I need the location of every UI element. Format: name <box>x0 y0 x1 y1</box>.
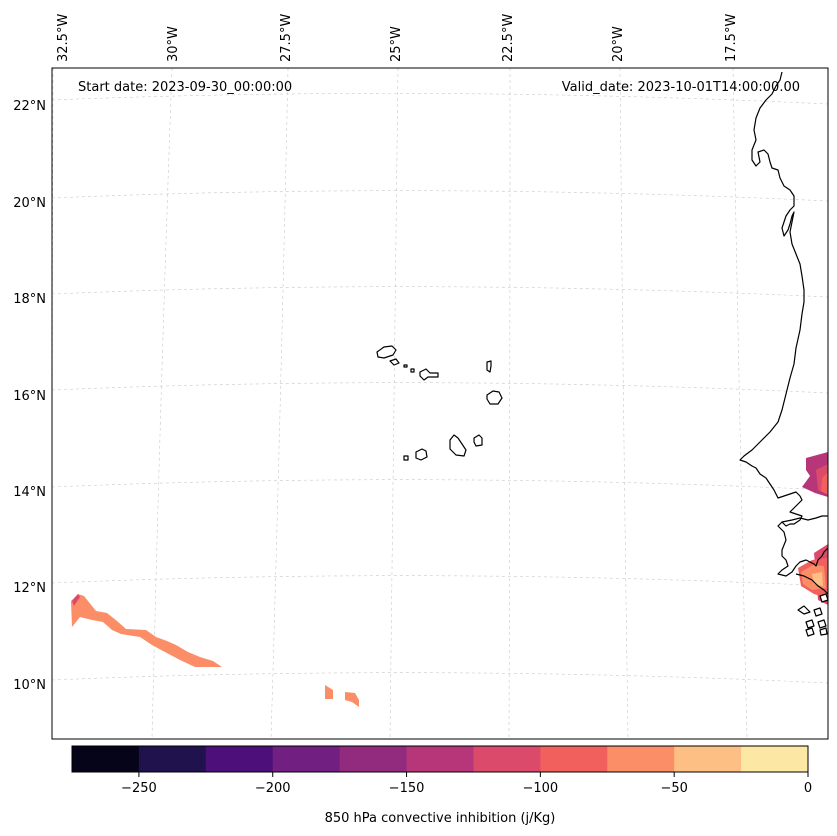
colorbar-ticks: −250 −200 −150 −100 −50 0 <box>121 772 812 796</box>
cin-field <box>71 452 828 707</box>
cabo-verde-islands <box>376 345 503 461</box>
lon-label: 25°W <box>389 26 404 62</box>
bijagos-island <box>805 627 815 637</box>
lat-label: 10°N <box>13 678 46 693</box>
colorbar-swatch <box>741 746 809 772</box>
lat-label: 22°N <box>13 99 46 114</box>
colorbar-swatch <box>540 746 608 772</box>
colorbar-tick-label: −200 <box>255 781 291 796</box>
island-sao-nicolau <box>410 368 415 373</box>
bijagos-island <box>797 605 811 615</box>
island-santo-antao <box>376 345 397 359</box>
longitude-labels: 32.5°W 30°W 27.5°W 25°W 22.5°W 20°W 17.5… <box>56 14 739 62</box>
lat-label: 12°N <box>13 581 46 596</box>
bijagos-island <box>805 619 815 629</box>
parallel-line <box>51 575 829 587</box>
colorbar-swatch <box>406 746 474 772</box>
parallel-line <box>51 479 829 491</box>
coastline <box>739 71 829 637</box>
lat-label: 20°N <box>13 196 46 211</box>
lon-label: 27.5°W <box>279 14 294 62</box>
cin-patch-south-1 <box>325 685 333 699</box>
colorbar-tick-label: −250 <box>121 781 157 796</box>
lon-label: 32.5°W <box>56 14 71 62</box>
cin-band-west-edge <box>72 594 80 606</box>
colorbar-tick-label: −50 <box>660 781 687 796</box>
valid-date-label: Valid_date: 2023-10-01T14:00:00.00 <box>562 80 800 95</box>
colorbar-swatch <box>138 746 207 772</box>
colorbar-swatch <box>607 746 675 772</box>
parallel-line <box>51 672 829 684</box>
cin-band-west <box>71 594 222 667</box>
graticule <box>51 67 829 740</box>
colorbar: −250 −200 −150 −100 −50 0 850 hPa convective … <box>71 745 812 826</box>
island-santa-luzia <box>403 364 408 368</box>
colorbar-swatch <box>473 746 541 772</box>
meridian-line <box>732 67 748 740</box>
parallel-line <box>51 93 829 105</box>
map-area <box>52 68 828 739</box>
coast-inlet <box>819 593 829 603</box>
colorbar-swatch <box>72 746 140 772</box>
parallel-line <box>51 190 829 202</box>
parallel-line <box>51 382 829 394</box>
island-sao-nicolau-main <box>419 368 439 381</box>
island-sal <box>486 360 492 373</box>
lat-label: 18°N <box>13 292 46 307</box>
colorbar-swatch <box>674 746 742 772</box>
latitude-labels: 22°N 20°N 18°N 16°N 14°N 12°N 10°N <box>13 99 46 693</box>
bijagos-coast <box>795 573 829 595</box>
senegal-gambia-line <box>781 515 828 523</box>
lon-label: 30°W <box>166 26 181 62</box>
colorbar-tick-label: −150 <box>389 781 425 796</box>
colorbar-border <box>71 745 809 773</box>
lon-label: 17.5°W <box>724 14 739 62</box>
colorbar-swatch <box>205 746 274 772</box>
colorbar-tick-label: −100 <box>523 781 559 796</box>
africa-coastline <box>739 71 829 577</box>
meridian-line <box>270 67 289 740</box>
colorbar-tick-label: 0 <box>804 781 812 796</box>
parallel-line <box>51 286 829 298</box>
island-maio <box>473 434 483 447</box>
island-sao-vicente <box>389 358 400 366</box>
bijagos-island <box>819 627 828 636</box>
island-fogo <box>415 448 428 461</box>
lon-label: 20°W <box>611 26 626 62</box>
colorbar-swatches <box>72 746 809 772</box>
lat-label: 16°N <box>13 389 46 404</box>
colorbar-label: 850 hPa convective inhibition (j/Kg) <box>325 811 556 826</box>
bijagos-island <box>817 619 827 629</box>
map-border <box>51 67 829 740</box>
start-date-label: Start date: 2023-09-30_00:00:00 <box>78 80 292 95</box>
island-santiago <box>449 434 467 457</box>
lat-label: 14°N <box>13 485 46 500</box>
cin-patch-south-2 <box>345 692 359 707</box>
colorbar-swatch <box>272 746 341 772</box>
cin-coast-north-inner <box>821 472 828 495</box>
island-brava <box>403 455 409 461</box>
island-boa-vista <box>486 390 503 405</box>
colorbar-swatch <box>339 746 408 772</box>
bijagos-island <box>813 607 823 617</box>
lon-label: 22.5°W <box>501 14 516 62</box>
